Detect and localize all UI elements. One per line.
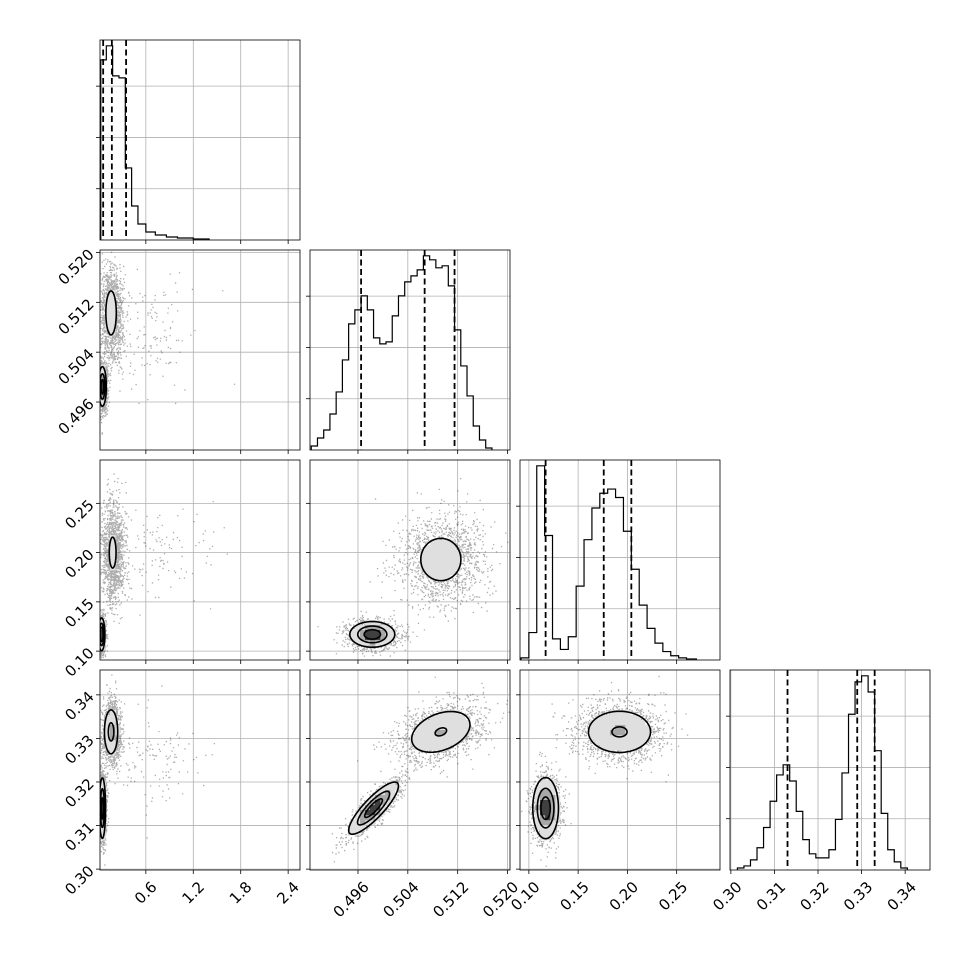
x-tick-label: 1.8 (226, 878, 256, 908)
panel-3-1: 0.496 0.504 0.512 0.520 (306, 669, 522, 921)
contour-line (434, 727, 448, 737)
histogram-1 (310, 255, 493, 450)
contour-line (356, 625, 388, 644)
x-tick-label: 0.15 (557, 878, 593, 914)
y-tick-label: 0.33 (61, 731, 97, 767)
x-tick-label: 1.2 (178, 878, 208, 908)
histogram-0 (100, 45, 210, 240)
panel-3-3: 0.30 0.31 0.32 0.33 0.34 (709, 669, 931, 914)
contour-line (347, 781, 400, 836)
panel-frame (309, 669, 511, 871)
scatter-points (100, 674, 215, 866)
contour-line (100, 796, 105, 820)
panel-frame (729, 669, 931, 871)
panel-1-1 (306, 249, 511, 454)
panel-2-2 (516, 459, 721, 664)
panel-2-0: 0.10 0.15 0.20 0.25 (61, 459, 301, 680)
x-tick-label: 0.32 (796, 878, 832, 914)
density-level-1 (350, 540, 461, 646)
contour-line (100, 617, 106, 652)
scatter-points (521, 675, 689, 870)
scatter-points (100, 473, 228, 660)
panel-frame (519, 459, 721, 661)
y-tick-label: 0.32 (61, 775, 97, 811)
x-tick-label: 0.30 (709, 878, 745, 914)
panel-3-2: 0.10 0.15 0.20 0.25 (507, 669, 721, 914)
panel-frame (309, 249, 511, 451)
contour-line (536, 787, 555, 829)
contour-line (103, 709, 119, 755)
x-tick-label: 0.496 (330, 878, 373, 921)
y-tick-label: 0.496 (55, 395, 98, 438)
y-tick-label: 0.512 (55, 295, 98, 338)
panel-frame (99, 669, 301, 871)
density-level-3 (365, 800, 381, 816)
y-tick-label: 0.504 (55, 345, 98, 388)
contour-line (100, 622, 105, 647)
contour-line (105, 290, 118, 336)
y-tick-label: 0.34 (61, 688, 97, 724)
contour-line (419, 537, 462, 582)
panel-frame (99, 459, 301, 661)
y-tick-label: 0.10 (61, 644, 97, 680)
x-tick-label: 0.33 (840, 878, 876, 914)
y-tick-label: 0.31 (61, 818, 97, 854)
x-tick-label: 0.34 (884, 878, 920, 914)
contour-line (363, 798, 384, 819)
contour-line (587, 710, 652, 754)
panel-1-0: 0.496 0.504 0.512 0.520 (55, 245, 301, 454)
y-tick-label: 0.30 (61, 862, 97, 898)
scatter-points (317, 478, 509, 657)
panel-0-0 (96, 39, 301, 244)
contour-line (100, 365, 108, 408)
contour-line (100, 378, 105, 395)
contour-line (531, 776, 560, 840)
panel-frame (99, 249, 301, 451)
y-tick-label: 0.25 (61, 496, 97, 532)
y-tick-label: 0.15 (61, 595, 97, 631)
contour-line (356, 790, 391, 826)
panel-frame (99, 39, 301, 241)
scatter-points (100, 251, 236, 435)
x-tick-label: 2.4 (273, 878, 303, 908)
x-tick-label: 0.512 (429, 878, 472, 921)
contour-line (410, 710, 471, 754)
x-tick-label: 0.504 (379, 878, 422, 921)
contour-line (107, 721, 115, 742)
y-tick-label: 0.520 (55, 245, 98, 288)
histogram-2 (520, 465, 697, 660)
panel-frame (519, 669, 721, 871)
contour-line (611, 726, 628, 738)
contour-line (108, 536, 117, 569)
y-tick-label: 0.20 (61, 546, 97, 582)
density-level-2 (360, 730, 446, 826)
x-tick-label: 0.20 (606, 878, 642, 914)
panel-2-1 (306, 459, 511, 664)
histogram-3 (736, 675, 908, 870)
contour-line (100, 776, 107, 840)
x-tick-label: 0.6 (131, 878, 161, 908)
contour-line (349, 620, 396, 649)
density-level-1 (535, 710, 651, 841)
contour-line (100, 372, 106, 400)
contour-line (363, 628, 382, 640)
contour-line (540, 796, 552, 821)
panel-3-0: 0.6 1.2 1.8 2.4 0.30 0.31 0.32 0.33 0.34 (61, 669, 303, 908)
panel-frame (309, 459, 511, 661)
x-tick-label: 0.31 (753, 878, 789, 914)
x-tick-label: 0.25 (655, 878, 691, 914)
